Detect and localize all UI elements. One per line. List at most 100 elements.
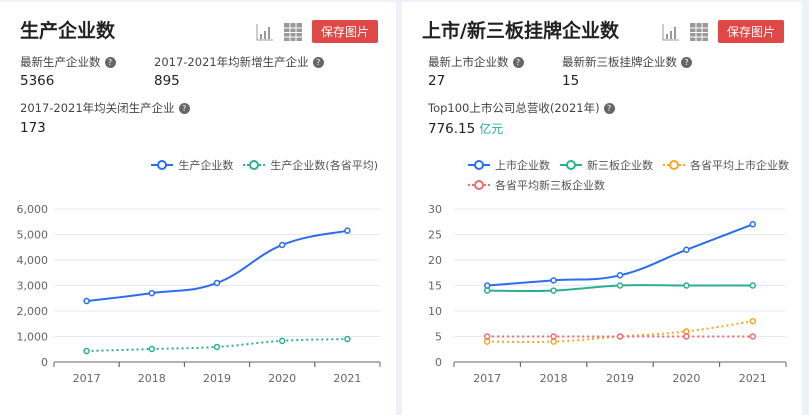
x-tick-label: 2018 (138, 372, 166, 385)
help-icon[interactable]: ? (178, 103, 190, 114)
data-point[interactable] (683, 282, 690, 289)
data-point[interactable] (550, 338, 557, 345)
x-tick-label: 2020 (268, 372, 296, 385)
data-point[interactable] (749, 282, 757, 289)
data-point[interactable] (483, 333, 491, 340)
x-tick-label: 2019 (606, 372, 634, 385)
x-tick-label: 2019 (203, 372, 231, 385)
data-point[interactable] (683, 246, 690, 254)
y-tick-label: 0 (41, 356, 48, 369)
legend-item[interactable]: 各省平均新三板企业数 (468, 177, 605, 193)
stat-value: 27 (428, 73, 446, 89)
x-tick-label: 2017 (73, 372, 101, 385)
data-point[interactable] (483, 287, 491, 294)
card-listed-enterprises: 上市/新三板挂牌企业数 保存图片 最新上市企业数? 27 最新新三板挂牌企业数?… (402, 2, 802, 415)
stat-value: 15 (562, 73, 580, 89)
stat-value: 895 (154, 73, 180, 89)
y-tick-label: 6,000 (17, 203, 49, 216)
data-point[interactable] (550, 277, 557, 284)
data-point[interactable] (278, 337, 286, 345)
card-title: 生产企业数 (20, 20, 116, 42)
legend-item[interactable]: 新三板企业数 (560, 157, 653, 173)
data-point[interactable] (278, 241, 286, 249)
help-icon[interactable]: ? (312, 57, 324, 68)
chart-legend: 生产企业数 生产企业数(各省平均) (151, 157, 378, 173)
data-point[interactable] (683, 333, 690, 340)
data-point[interactable] (616, 272, 624, 279)
save-image-button[interactable]: 保存图片 (311, 20, 378, 43)
data-point[interactable] (483, 338, 491, 345)
y-tick-label: 15 (428, 280, 442, 293)
line-chart: 0 5 10 15 20 25 30 2017 2018 2019 2020 2021 (428, 203, 787, 385)
data-point[interactable] (550, 333, 557, 340)
legend-marker-icon (468, 160, 490, 170)
y-tick-label: 1,000 (17, 331, 49, 344)
stat-value: 173 (20, 120, 46, 136)
data-point[interactable] (83, 347, 90, 355)
help-icon[interactable]: ? (603, 103, 615, 114)
legend-label: 上市企业数 (495, 159, 550, 172)
legend-label: 生产企业数(各省平均) (270, 159, 378, 172)
x-tick-label: 2017 (473, 372, 501, 385)
y-tick-label: 4,000 (17, 254, 49, 267)
y-tick-label: 20 (428, 254, 442, 267)
legend-item[interactable]: 生产企业数(各省平均) (243, 157, 378, 173)
stat-label: 最新新三板挂牌企业数? (562, 54, 692, 70)
card-title: 上市/新三板挂牌企业数 (422, 20, 619, 42)
stat-label: Top100上市公司总营收(2021年)? (428, 100, 615, 116)
y-tick-label: 5 (435, 331, 442, 344)
data-point[interactable] (83, 297, 90, 305)
table-icon[interactable] (283, 22, 302, 41)
legend-label: 新三板企业数 (587, 159, 653, 172)
y-tick-label: 5,000 (17, 229, 49, 242)
legend-label: 各省平均上市企业数 (690, 159, 789, 172)
chart-legend: 上市企业数 新三板企业数 各省平均上市企业数各省平均新三板企业数 (468, 157, 798, 193)
series-line (86, 229, 348, 303)
data-point[interactable] (148, 345, 156, 353)
data-point[interactable] (749, 221, 757, 228)
stat-label: 2017-2021年均新增生产企业? (154, 54, 324, 70)
data-point[interactable] (213, 279, 221, 287)
x-tick-label: 2018 (540, 372, 568, 385)
bar-chart-icon[interactable] (256, 23, 274, 41)
y-tick-label: 30 (428, 203, 442, 216)
data-point[interactable] (213, 343, 221, 351)
legend-label: 生产企业数 (178, 159, 234, 172)
data-point[interactable] (616, 282, 624, 289)
data-point[interactable] (749, 317, 757, 325)
stat-label: 最新上市企业数? (428, 54, 524, 70)
stat-unit: 亿元 (479, 122, 504, 136)
help-icon[interactable]: ? (104, 57, 116, 68)
legend-marker-icon (663, 160, 685, 170)
y-tick-label: 3,000 (17, 280, 49, 293)
save-image-button[interactable]: 保存图片 (717, 20, 784, 43)
help-icon[interactable]: ? (512, 57, 524, 68)
data-point[interactable] (344, 227, 351, 234)
x-tick-label: 2021 (333, 372, 361, 385)
legend-marker-icon (243, 160, 266, 170)
x-tick-label: 2020 (672, 372, 700, 385)
data-point[interactable] (148, 289, 156, 297)
bar-chart-icon[interactable] (662, 23, 680, 41)
y-tick-label: 10 (428, 305, 442, 318)
legend-marker-icon (468, 180, 490, 190)
data-point[interactable] (749, 333, 757, 340)
y-tick-label: 0 (435, 356, 442, 369)
data-point[interactable] (683, 328, 690, 335)
legend-marker-icon (151, 160, 174, 170)
legend-item[interactable]: 生产企业数 (151, 157, 233, 173)
legend-marker-icon (560, 160, 582, 170)
stat-label: 最新生产企业数? (20, 54, 116, 70)
data-point[interactable] (550, 287, 557, 294)
legend-item[interactable]: 上市企业数 (468, 157, 550, 173)
stat-label: 2017-2021年均关闭生产企业? (20, 100, 190, 116)
data-point[interactable] (616, 333, 624, 340)
line-chart: 0 1,000 2,000 3,000 4,000 5,000 6,000 2017 2018 2… (17, 203, 381, 385)
data-point[interactable] (483, 282, 491, 289)
table-icon[interactable] (689, 22, 708, 41)
y-tick-label: 25 (428, 229, 442, 242)
legend-item[interactable]: 各省平均上市企业数 (663, 157, 789, 173)
data-point[interactable] (344, 335, 351, 343)
help-icon[interactable]: ? (681, 57, 692, 68)
stat-value: 5366 (20, 73, 55, 89)
